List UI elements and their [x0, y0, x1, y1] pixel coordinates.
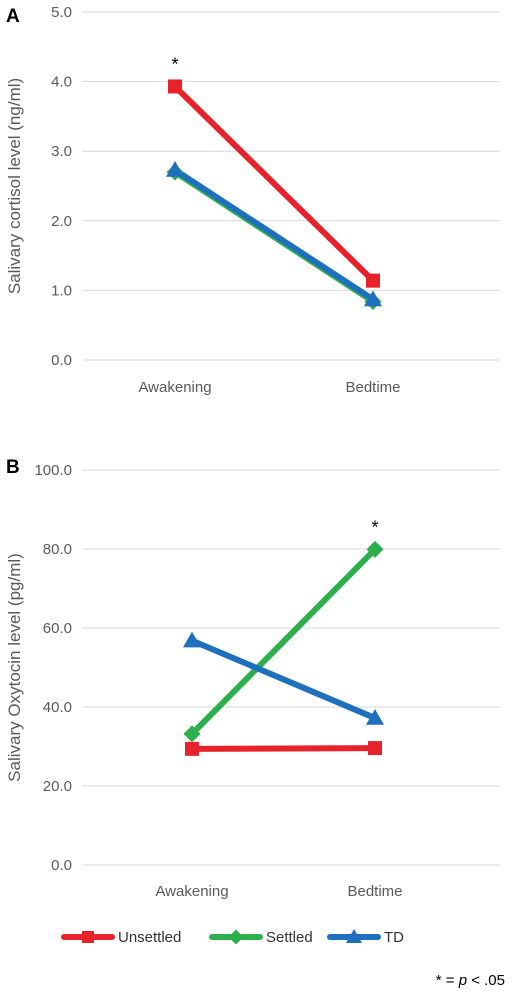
data-point-settled-1 [366, 540, 384, 558]
y-tick-label: 80.0 [43, 541, 72, 558]
y-tick-label: 40.0 [43, 699, 72, 716]
y-axis-label: Salivary Oxytocin level (pg/ml) [5, 553, 24, 782]
data-point-td-1 [366, 709, 384, 725]
series-line-settled [189, 546, 378, 737]
data-point-settled-0 [183, 725, 201, 743]
panel-b-oxytocin-chart: B 0.0 20.0 40.0 60.0 80.0 100.0 Salivary Oxytoc… [5, 457, 500, 900]
x-category-label: Awakening [138, 379, 211, 396]
significance-footnote: * = p < .05 [436, 972, 505, 989]
x-category-label: Bedtime [347, 883, 402, 900]
legend-marker-unsettled [82, 931, 94, 943]
panel-letter: A [6, 6, 20, 27]
y-tick-label: 20.0 [43, 778, 72, 795]
x-category-label: Awakening [155, 883, 228, 900]
footnote-suffix: < .05 [467, 972, 505, 989]
y-tick-label: 100.0 [34, 462, 72, 479]
panel-a-cortisol-chart: A 0.0 1.0 2.0 3.0 4.0 5.0 Salivary cortisol lev… [5, 4, 500, 396]
legend-label-td: TD [384, 929, 404, 946]
significance-asterisk: * [371, 517, 378, 537]
legend-label-settled: Settled [266, 929, 313, 946]
y-tick-label: 60.0 [43, 620, 72, 637]
legend-marker-td [346, 929, 362, 943]
series-line-td [172, 166, 376, 303]
y-tick-label: 2.0 [51, 213, 72, 230]
footnote-p-italic: p [458, 972, 467, 989]
data-point-td-0 [166, 160, 184, 177]
y-axis-label: Salivary cortisol level (ng/ml) [5, 78, 24, 294]
x-category-label: Bedtime [345, 379, 400, 396]
legend-marker-settled [228, 929, 244, 945]
data-point-td-0 [183, 631, 201, 648]
legend: Unsettled Settled TD [61, 929, 404, 946]
y-tick-label: 4.0 [51, 74, 72, 91]
y-tick-label: 1.0 [51, 282, 72, 299]
data-point-unsettled-1 [368, 741, 382, 756]
y-tick-label: 3.0 [51, 143, 72, 160]
panel-letter: B [6, 457, 20, 478]
series-line-unsettled [189, 745, 378, 752]
y-tick-label: 5.0 [51, 4, 72, 21]
data-point-unsettled-1 [366, 273, 380, 288]
data-point-unsettled-0 [185, 741, 199, 756]
significance-asterisk: * [171, 54, 178, 74]
footnote-prefix: * = [436, 972, 459, 989]
data-point-unsettled-0 [168, 79, 182, 94]
legend-label-unsettled: Unsettled [118, 929, 181, 946]
y-tick-label: 0.0 [51, 857, 72, 874]
y-tick-label: 0.0 [51, 352, 72, 369]
series-line-td [189, 637, 378, 722]
series-line-unsettled [172, 83, 376, 284]
data-point-td-1 [364, 290, 382, 307]
